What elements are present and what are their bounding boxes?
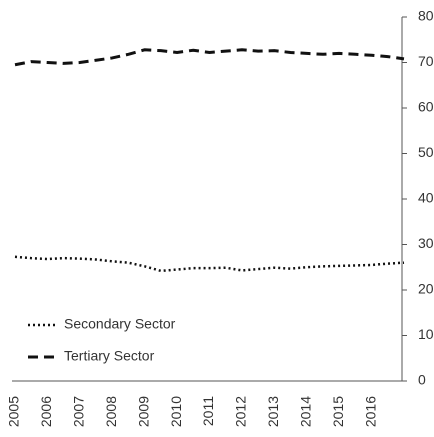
x-tick-label: 2015 [330, 396, 346, 427]
series-line [14, 255, 405, 273]
x-tick-label: 2014 [297, 396, 313, 427]
legend-label: Secondary Sector [64, 316, 176, 332]
x-tick-label: 2008 [103, 396, 119, 427]
y-tick-label: 30 [418, 235, 434, 251]
x-tick-label: 2011 [200, 396, 216, 426]
y-tick-label: 40 [418, 190, 434, 206]
y-tick-label: 20 [418, 281, 434, 297]
y-tick-label: 60 [418, 99, 434, 115]
y-tick-label: 80 [418, 8, 434, 24]
y-tick-label: 50 [418, 144, 434, 160]
y-tick-label: 70 [418, 53, 434, 69]
series-line [14, 48, 405, 67]
x-tick-label: 2010 [168, 396, 184, 427]
x-tick-label: 2005 [6, 396, 22, 427]
legend-label: Tertiary Sector [64, 348, 155, 364]
y-tick-label: 10 [418, 326, 434, 342]
y-tick-label: 0 [418, 372, 426, 388]
x-tick-label: 2007 [71, 396, 87, 427]
x-tick-label: 2006 [38, 396, 54, 427]
x-tick-label: 2013 [265, 396, 281, 427]
x-tick-label: 2016 [362, 396, 378, 427]
x-tick-label: 2012 [233, 396, 249, 427]
x-tick-label: 2009 [135, 396, 151, 427]
